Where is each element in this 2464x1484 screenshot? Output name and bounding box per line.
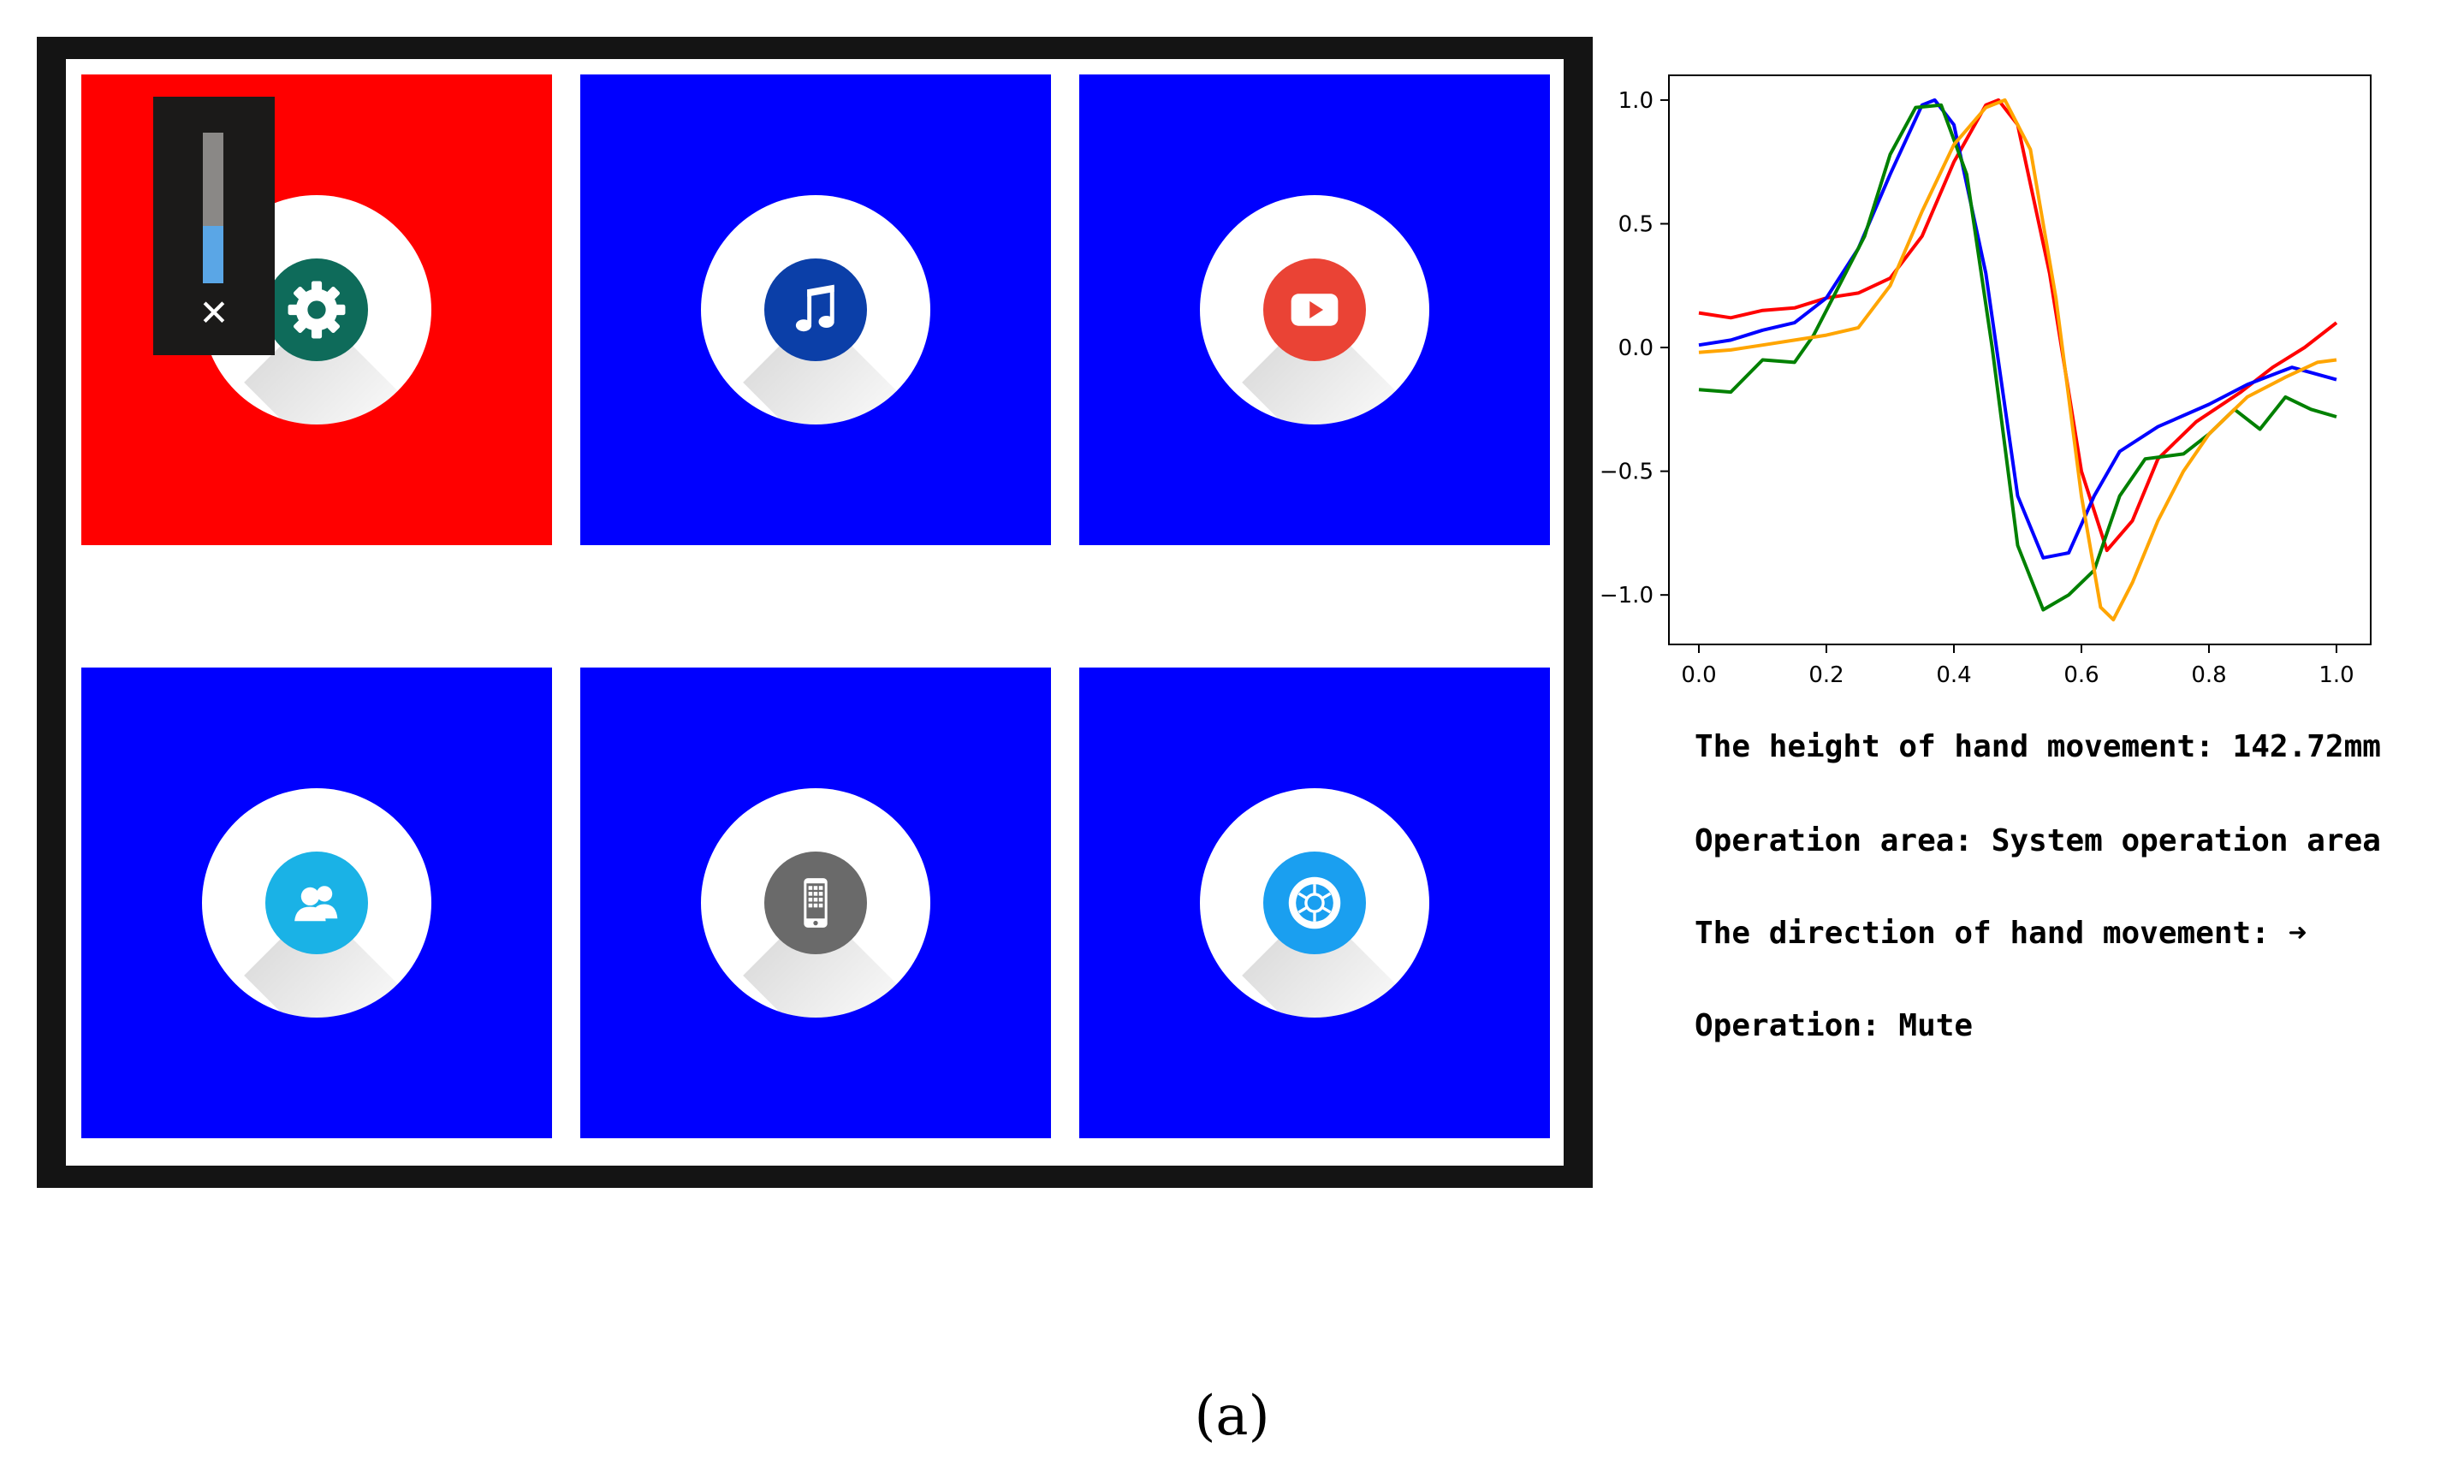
app-launcher-grid xyxy=(66,59,1564,1166)
contacts-badge xyxy=(265,852,368,954)
y-tick-label: −1.0 xyxy=(1600,583,1654,608)
youtube-play-icon xyxy=(1291,294,1339,326)
y-tick-label: 0.5 xyxy=(1618,211,1654,237)
height-readout: The height of hand movement: 142.72mm xyxy=(1695,729,2381,764)
y-tick-label: 1.0 xyxy=(1618,88,1654,114)
icon-disc xyxy=(202,788,431,1018)
signal-chart: 0.0 0.2 0.4 0.6 0.8 1.0 1.0 0.5 0.0 −0.5 −1.0 xyxy=(1600,74,2372,688)
x-tick-label: 0.0 xyxy=(1681,662,1716,688)
camera-aperture-icon xyxy=(1288,876,1341,929)
series-line-1 xyxy=(1698,98,2338,553)
video-badge xyxy=(1263,258,1366,361)
y-tick-label: −0.5 xyxy=(1600,460,1654,485)
icon-disc xyxy=(1200,788,1429,1018)
contacts-icon xyxy=(294,886,338,922)
icon-disc xyxy=(1200,195,1429,424)
x-tick-label: 0.4 xyxy=(1936,662,1971,688)
phone-badge xyxy=(764,852,867,954)
chart-axes-group: 0.0 0.2 0.4 0.6 0.8 1.0 1.0 0.5 0.0 −0.5 −1.0 xyxy=(1600,88,2354,688)
tile-music[interactable] xyxy=(580,74,1051,545)
tile-video[interactable] xyxy=(1079,74,1550,545)
tile-settings[interactable] xyxy=(81,74,552,545)
tablet-screen-frame: ✕ xyxy=(37,37,1593,1188)
figure-caption: (a) xyxy=(1194,1385,1270,1448)
icon-disc xyxy=(701,195,930,424)
operation-area-readout: Operation area: System operation area xyxy=(1695,823,2381,858)
tile-contacts[interactable] xyxy=(81,668,552,1138)
series-line-4 xyxy=(1698,98,2337,622)
icon-disc xyxy=(202,195,431,424)
icon-disc xyxy=(701,788,930,1018)
series-line-2 xyxy=(1698,98,2337,560)
music-badge xyxy=(764,258,867,361)
volume-slider[interactable] xyxy=(203,133,223,283)
camera-badge xyxy=(1263,852,1366,954)
x-tick-label: 0.2 xyxy=(1808,662,1844,688)
tile-phone[interactable] xyxy=(580,668,1051,1138)
volume-overlay: ✕ xyxy=(153,97,275,355)
settings-badge xyxy=(265,258,368,361)
chart-series-group xyxy=(1698,98,2338,622)
close-icon[interactable]: ✕ xyxy=(199,292,229,334)
direction-readout: The direction of hand movement: ➜ xyxy=(1695,916,2307,951)
x-tick-label: 0.8 xyxy=(2191,662,2226,688)
tile-camera[interactable] xyxy=(1079,668,1550,1138)
smartphone-icon xyxy=(804,878,828,928)
gear-icon xyxy=(288,281,346,339)
music-note-icon xyxy=(795,284,834,332)
x-tick-label: 0.6 xyxy=(2063,662,2099,688)
volume-level-fill xyxy=(203,226,223,283)
x-tick-label: 1.0 xyxy=(2319,662,2354,688)
operation-readout: Operation: Mute xyxy=(1695,1008,1974,1043)
y-tick-label: 0.0 xyxy=(1618,335,1654,361)
